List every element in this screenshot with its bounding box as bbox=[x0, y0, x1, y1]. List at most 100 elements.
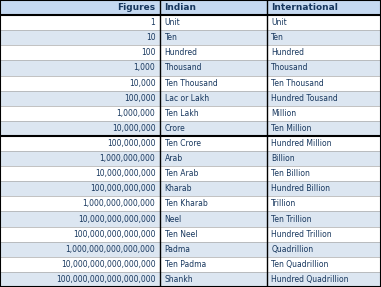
Bar bbox=[267, 272, 381, 287]
Bar bbox=[160, 45, 267, 61]
Text: Ten: Ten bbox=[165, 33, 178, 42]
Bar bbox=[267, 106, 381, 121]
Bar bbox=[0, 212, 160, 226]
Bar bbox=[267, 91, 381, 106]
Text: Unit: Unit bbox=[165, 18, 180, 27]
Text: 100,000: 100,000 bbox=[124, 94, 155, 103]
Text: Ten Thousand: Ten Thousand bbox=[165, 79, 217, 88]
Text: 1,000,000,000,000: 1,000,000,000,000 bbox=[83, 199, 155, 208]
Bar bbox=[160, 151, 267, 166]
Bar bbox=[0, 75, 160, 91]
Text: 1,000: 1,000 bbox=[134, 63, 155, 73]
Text: Kharab: Kharab bbox=[165, 184, 192, 193]
Text: Ten Kharab: Ten Kharab bbox=[165, 199, 207, 208]
Bar bbox=[267, 61, 381, 75]
Text: Ten Quadrillion: Ten Quadrillion bbox=[271, 260, 329, 269]
Text: Shankh: Shankh bbox=[165, 275, 193, 284]
Text: Million: Million bbox=[271, 109, 296, 118]
Bar bbox=[0, 181, 160, 196]
Text: Unit: Unit bbox=[271, 18, 287, 27]
Bar bbox=[160, 30, 267, 45]
Text: 10,000,000,000,000,000: 10,000,000,000,000,000 bbox=[61, 260, 155, 269]
Text: Hundred Quadrillion: Hundred Quadrillion bbox=[271, 275, 349, 284]
Bar bbox=[0, 242, 160, 257]
Bar bbox=[160, 226, 267, 242]
Text: Ten Thousand: Ten Thousand bbox=[271, 79, 324, 88]
Text: 100,000,000,000: 100,000,000,000 bbox=[90, 184, 155, 193]
Bar bbox=[267, 15, 381, 30]
Text: 1: 1 bbox=[151, 18, 155, 27]
Bar bbox=[160, 75, 267, 91]
Bar bbox=[160, 15, 267, 30]
Text: Ten Padma: Ten Padma bbox=[165, 260, 206, 269]
Text: International: International bbox=[271, 3, 338, 12]
Bar bbox=[0, 257, 160, 272]
Text: 100,000,000,000,000: 100,000,000,000,000 bbox=[73, 230, 155, 238]
Text: Quadrillion: Quadrillion bbox=[271, 245, 314, 254]
Bar bbox=[0, 121, 160, 136]
Text: Figures: Figures bbox=[117, 3, 155, 12]
Text: Neel: Neel bbox=[165, 214, 182, 224]
Text: Ten: Ten bbox=[271, 33, 284, 42]
Bar bbox=[0, 30, 160, 45]
Bar bbox=[0, 226, 160, 242]
Bar bbox=[267, 196, 381, 212]
Text: Hundred Billion: Hundred Billion bbox=[271, 184, 330, 193]
Bar bbox=[267, 226, 381, 242]
Text: Hundred Tousand: Hundred Tousand bbox=[271, 94, 338, 103]
Text: 100,000,000: 100,000,000 bbox=[107, 139, 155, 148]
Bar bbox=[267, 45, 381, 61]
Bar bbox=[0, 15, 160, 30]
Text: 10,000,000,000: 10,000,000,000 bbox=[95, 169, 155, 178]
Text: Hundred: Hundred bbox=[271, 49, 304, 57]
Bar bbox=[267, 242, 381, 257]
Bar bbox=[160, 166, 267, 181]
Bar bbox=[160, 196, 267, 212]
Bar bbox=[267, 166, 381, 181]
Bar bbox=[160, 121, 267, 136]
Text: Ten Arab: Ten Arab bbox=[165, 169, 198, 178]
Bar bbox=[160, 106, 267, 121]
Text: Ten Crore: Ten Crore bbox=[165, 139, 200, 148]
Text: 10: 10 bbox=[146, 33, 155, 42]
Text: Trillion: Trillion bbox=[271, 199, 296, 208]
Text: Ten Neel: Ten Neel bbox=[165, 230, 197, 238]
Bar bbox=[0, 91, 160, 106]
Bar bbox=[0, 45, 160, 61]
Text: 10,000: 10,000 bbox=[129, 79, 155, 88]
Text: Ten Lakh: Ten Lakh bbox=[165, 109, 198, 118]
Text: 1,000,000,000: 1,000,000,000 bbox=[100, 154, 155, 163]
Bar bbox=[267, 151, 381, 166]
Bar bbox=[0, 61, 160, 75]
Bar bbox=[160, 272, 267, 287]
Bar bbox=[267, 257, 381, 272]
Bar bbox=[160, 212, 267, 226]
Text: Thousand: Thousand bbox=[165, 63, 202, 73]
Bar bbox=[267, 212, 381, 226]
Text: Billion: Billion bbox=[271, 154, 295, 163]
Bar bbox=[0, 0, 160, 15]
Text: 100,000,000,000,000,000: 100,000,000,000,000,000 bbox=[56, 275, 155, 284]
Text: Hundred Million: Hundred Million bbox=[271, 139, 332, 148]
Bar bbox=[160, 0, 267, 15]
Bar bbox=[0, 151, 160, 166]
Bar bbox=[0, 166, 160, 181]
Bar bbox=[267, 75, 381, 91]
Text: Lac or Lakh: Lac or Lakh bbox=[165, 94, 209, 103]
Bar bbox=[160, 181, 267, 196]
Text: 1,000,000: 1,000,000 bbox=[117, 109, 155, 118]
Text: Ten Million: Ten Million bbox=[271, 124, 312, 133]
Text: 100: 100 bbox=[141, 49, 155, 57]
Bar bbox=[267, 30, 381, 45]
Text: Ten Trillion: Ten Trillion bbox=[271, 214, 312, 224]
Text: Arab: Arab bbox=[165, 154, 183, 163]
Bar bbox=[0, 136, 160, 151]
Text: 10,000,000,000,000: 10,000,000,000,000 bbox=[78, 214, 155, 224]
Bar bbox=[160, 136, 267, 151]
Text: Indian: Indian bbox=[165, 3, 197, 12]
Text: Padma: Padma bbox=[165, 245, 190, 254]
Bar bbox=[0, 106, 160, 121]
Bar bbox=[0, 272, 160, 287]
Text: Thousand: Thousand bbox=[271, 63, 309, 73]
Bar bbox=[160, 61, 267, 75]
